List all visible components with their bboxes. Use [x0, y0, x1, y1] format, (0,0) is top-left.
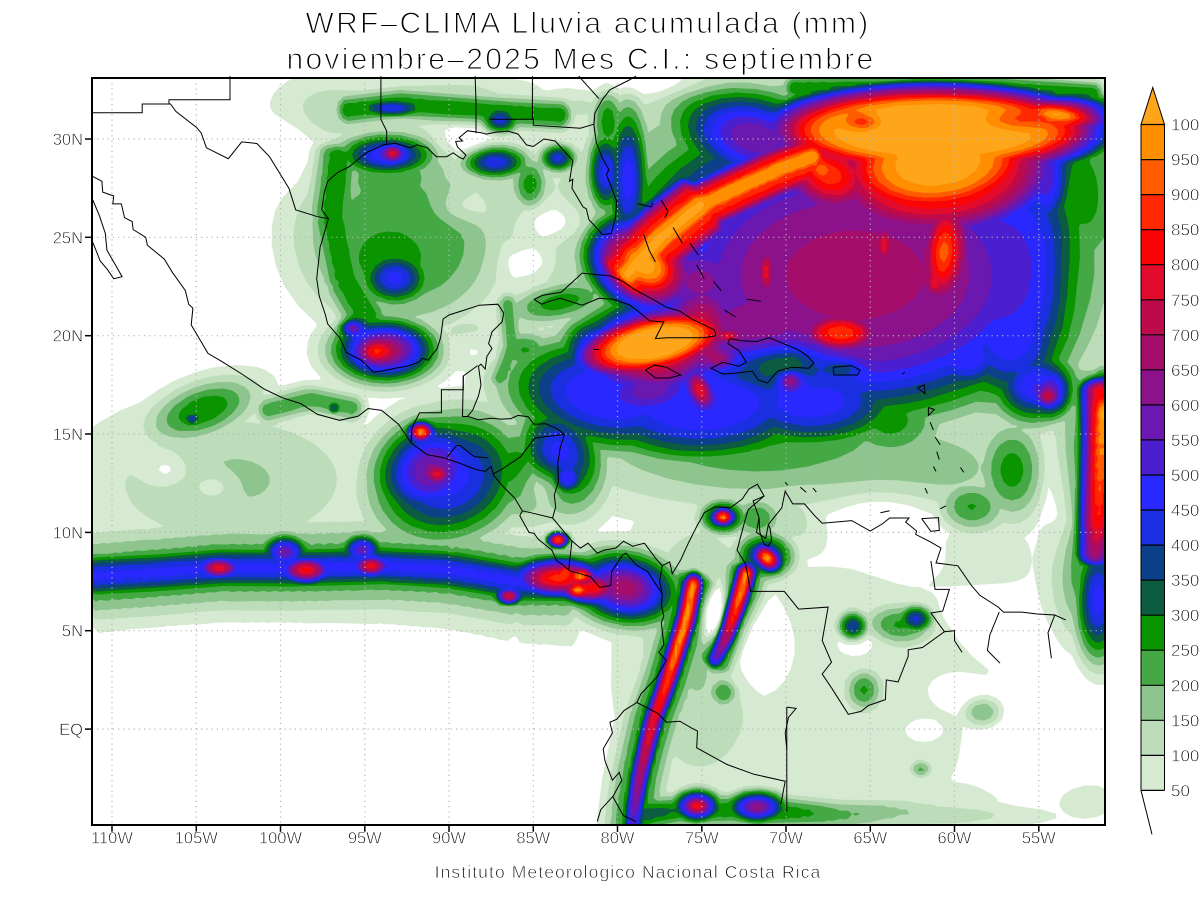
svg-text:750: 750	[1171, 291, 1199, 310]
svg-text:60W: 60W	[938, 830, 972, 848]
svg-text:WRF–CLIMA Lluvia acumulada (mm: WRF–CLIMA Lluvia acumulada (mm)	[306, 7, 871, 40]
svg-text:50: 50	[1171, 781, 1190, 800]
svg-text:EQ: EQ	[59, 721, 83, 739]
svg-text:90W: 90W	[432, 830, 466, 848]
svg-text:100W: 100W	[259, 830, 303, 848]
svg-text:400: 400	[1171, 536, 1199, 555]
svg-text:250: 250	[1171, 641, 1199, 660]
svg-text:950: 950	[1171, 151, 1199, 170]
svg-text:200: 200	[1171, 676, 1199, 695]
svg-text:100: 100	[1171, 746, 1199, 765]
svg-text:10N: 10N	[53, 524, 83, 542]
svg-text:550: 550	[1171, 431, 1199, 450]
svg-text:75W: 75W	[685, 830, 719, 848]
svg-text:600: 600	[1171, 396, 1199, 415]
svg-text:80W: 80W	[601, 830, 635, 848]
svg-text:800: 800	[1171, 256, 1199, 275]
svg-text:300: 300	[1171, 606, 1199, 625]
svg-text:700: 700	[1171, 326, 1199, 345]
svg-text:70W: 70W	[769, 830, 803, 848]
svg-text:30N: 30N	[53, 131, 83, 149]
svg-text:85W: 85W	[516, 830, 550, 848]
svg-text:55W: 55W	[1022, 830, 1056, 848]
svg-text:105W: 105W	[175, 830, 219, 848]
svg-text:95W: 95W	[348, 830, 382, 848]
svg-text:350: 350	[1171, 571, 1199, 590]
svg-text:850: 850	[1171, 221, 1199, 240]
svg-text:1000: 1000	[1171, 116, 1200, 135]
svg-text:110W: 110W	[91, 830, 133, 848]
svg-text:65W: 65W	[853, 830, 887, 848]
svg-text:25N: 25N	[53, 229, 83, 247]
svg-text:15N: 15N	[53, 426, 83, 444]
svg-text:150: 150	[1171, 711, 1199, 730]
svg-text:900: 900	[1171, 186, 1199, 205]
svg-text:20N: 20N	[53, 328, 83, 346]
svg-text:Instituto Meteorologico Nacion: Instituto Meteorologico Nacional Costa R…	[435, 862, 822, 882]
svg-text:500: 500	[1171, 466, 1199, 485]
svg-text:650: 650	[1171, 361, 1199, 380]
svg-text:5N: 5N	[62, 623, 83, 641]
svg-text:noviembre–2025 Mes C.I.: septi: noviembre–2025 Mes C.I.: septiembre	[286, 43, 875, 76]
svg-text:450: 450	[1171, 501, 1199, 520]
